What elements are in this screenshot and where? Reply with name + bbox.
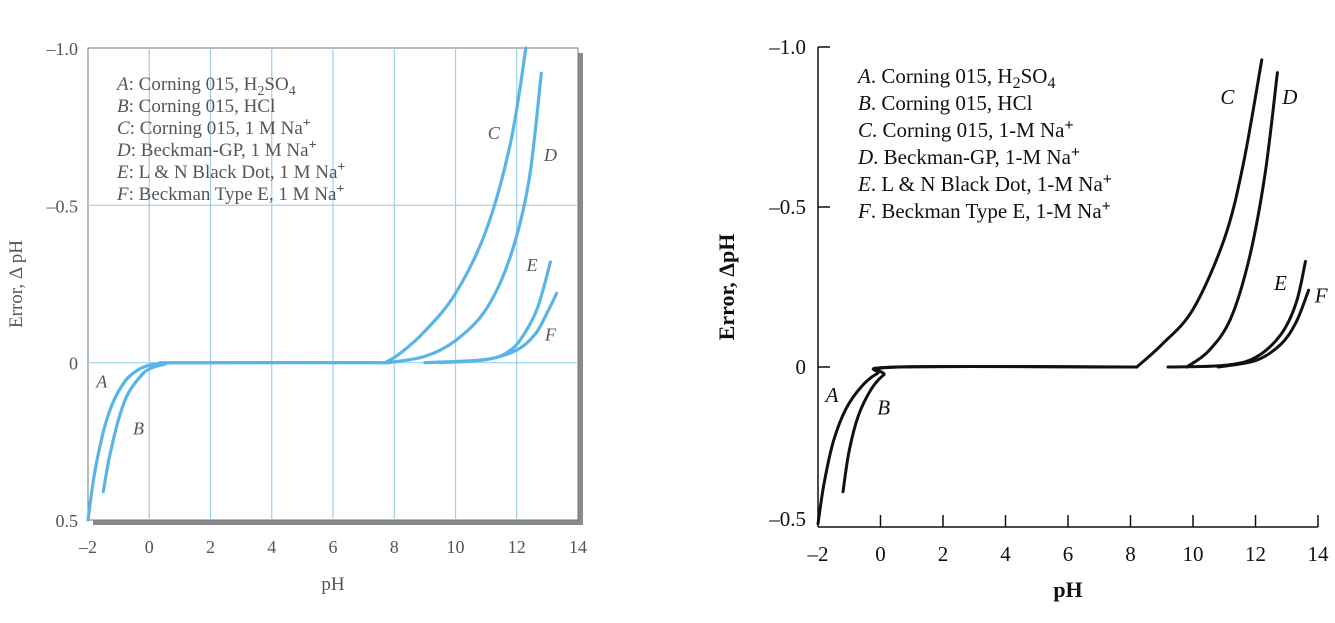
x-tick-label: 14 bbox=[569, 537, 587, 557]
x-tick-label: 0 bbox=[875, 542, 886, 566]
series-label-b: B bbox=[877, 396, 890, 420]
y-axis-label: Error, Δ pH bbox=[6, 240, 27, 328]
legend-entry-f: F. Beckman Type E, 1-M Na+ bbox=[857, 198, 1111, 223]
y-tick-label: –1.0 bbox=[768, 35, 806, 59]
y-tick-label: 0 bbox=[796, 355, 807, 379]
y-axis-label: Error, ΔpH bbox=[714, 234, 739, 341]
y-tick-label: 0.5 bbox=[56, 511, 79, 531]
x-tick-label: 8 bbox=[390, 537, 399, 557]
legend-entry-c: C: Corning 015, 1 M Na+ bbox=[117, 116, 311, 139]
y-tick-label: 0 bbox=[69, 354, 78, 374]
x-tick-label: –2 bbox=[807, 542, 829, 566]
x-tick-label: 2 bbox=[206, 537, 215, 557]
series-line-d bbox=[386, 71, 543, 365]
x-tick-label: –2 bbox=[78, 537, 97, 557]
y-tick-label: –0.5 bbox=[768, 195, 806, 219]
series-label-e: E bbox=[1273, 271, 1287, 295]
legend-entry-b: B. Corning 015, HCl bbox=[858, 91, 1033, 115]
legend-entry-d: D: Beckman-GP, 1 M Na+ bbox=[116, 138, 317, 161]
series-line-b bbox=[101, 360, 390, 494]
series-label-a: A bbox=[95, 372, 108, 392]
series-line-b bbox=[841, 364, 1139, 494]
x-tick-label: 4 bbox=[267, 537, 276, 557]
y-tick-label: –1.0 bbox=[46, 39, 79, 59]
series-label-d: D bbox=[543, 145, 557, 165]
series-label-c: C bbox=[488, 123, 501, 143]
legend-entry-a: A. Corning 015, H2SO4 bbox=[856, 64, 1055, 92]
series-label-b: B bbox=[133, 419, 144, 439]
x-tick-label: 12 bbox=[508, 537, 526, 557]
x-tick-label: 2 bbox=[938, 542, 949, 566]
x-tick-label: 8 bbox=[1125, 542, 1136, 566]
legend-entry-a: A: Corning 015, H2SO4 bbox=[115, 74, 296, 99]
series-label-d: D bbox=[1281, 85, 1297, 109]
series-label-f: F bbox=[544, 324, 557, 344]
x-tick-label: 6 bbox=[1063, 542, 1074, 566]
series-label-f: F bbox=[1314, 284, 1328, 308]
y-tick-label: –0.5 bbox=[46, 196, 79, 216]
y-tick-label: –0.5 bbox=[768, 507, 806, 531]
series-line-f bbox=[438, 291, 559, 365]
x-axis-label: pH bbox=[321, 574, 345, 595]
legend-entry-e: E. L & N Black Dot, 1-M Na+ bbox=[857, 171, 1112, 196]
x-tick-label: 12 bbox=[1245, 542, 1266, 566]
legend-entry-c: C. Corning 015, 1-M Na+ bbox=[858, 117, 1074, 142]
x-tick-label: 4 bbox=[1000, 542, 1011, 566]
series-line-f bbox=[1216, 288, 1311, 369]
x-tick-label: 10 bbox=[1183, 542, 1204, 566]
legend-entry-b: B: Corning 015, HCl bbox=[117, 96, 275, 117]
x-tick-label: 14 bbox=[1308, 542, 1330, 566]
x-tick-label: 10 bbox=[447, 537, 465, 557]
series-line-c bbox=[383, 46, 528, 365]
left-chart: –2 0 2 4 6 8 10 12 14 –1.0 –0.5 0 0.5 pH Error, Δ pH A B… bbox=[6, 39, 587, 595]
series-label-c: C bbox=[1220, 85, 1235, 109]
series-label-e: E bbox=[526, 255, 538, 275]
series-line-a bbox=[816, 365, 1126, 526]
legend-entry-d: D. Beckman-GP, 1-M Na+ bbox=[857, 144, 1080, 169]
series-line-d bbox=[1185, 71, 1279, 369]
series-line-c bbox=[1135, 58, 1264, 369]
x-tick-label: 6 bbox=[329, 537, 338, 557]
x-tick-label: 0 bbox=[145, 537, 154, 557]
legend-entry-e: E: L & N Black Dot, 1 M Na+ bbox=[116, 160, 345, 183]
series-label-a: A bbox=[824, 383, 839, 407]
right-chart: –2 0 2 4 6 8 10 12 14 –1.0 –0.5 0 –0.5 pH Error, ΔpH A B… bbox=[714, 35, 1330, 602]
legend-entry-f: F: Beckman Type E, 1 M Na+ bbox=[116, 182, 344, 205]
x-axis-label: pH bbox=[1053, 577, 1082, 602]
